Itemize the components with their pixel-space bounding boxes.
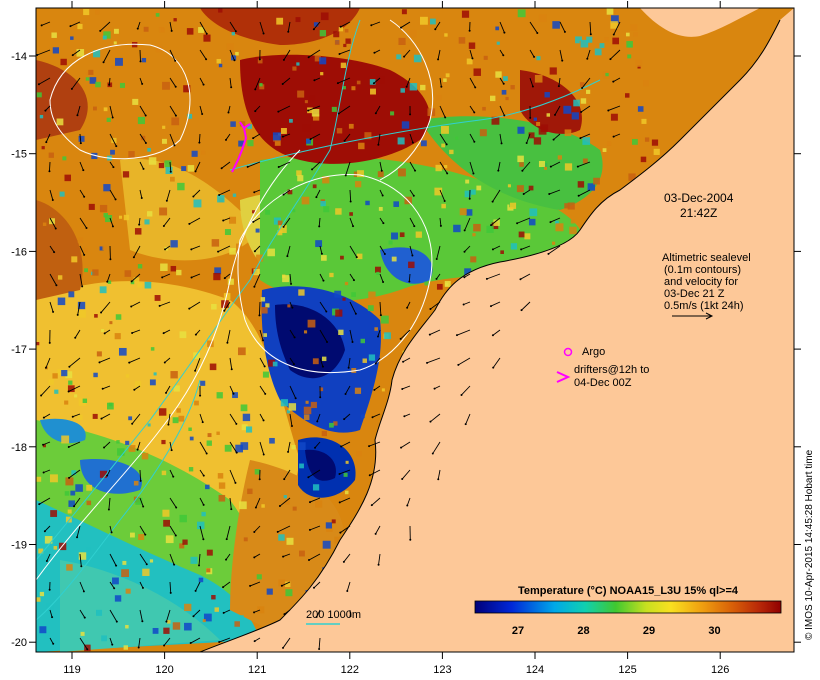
map-plot-area xyxy=(36,8,794,652)
altimetry-legend-line1: Altimetric sealevel xyxy=(662,252,751,264)
longitude-tick-label: 124 xyxy=(526,664,544,676)
altimetry-legend-line3: and velocity for xyxy=(664,276,738,288)
colorbar-tick-label: 29 xyxy=(643,625,655,637)
longitude-axis: 119 120 121 122 123 124 125 126 xyxy=(63,1,729,676)
longitude-tick-label: 120 xyxy=(155,664,173,676)
sst-cold-navy-core xyxy=(305,449,336,481)
altimetry-legend-line2: (0.1m contours) xyxy=(664,264,741,276)
colorbar-title: Temperature (°C) NOAA15_L3U 15% ql>=4 xyxy=(518,585,739,597)
map-frame xyxy=(35,7,795,653)
sst-blue-patch xyxy=(40,418,86,444)
sealevel-contour xyxy=(36,149,301,581)
land-peninsula xyxy=(468,336,506,400)
land-mass xyxy=(200,8,794,652)
latitude-axis: -14 -15 -16 -17 -18 -19 -20 xyxy=(11,51,801,649)
drifter-arrow-icon xyxy=(239,121,251,129)
longitude-tick-label: 122 xyxy=(341,664,359,676)
velocity-arrows xyxy=(36,21,621,651)
credit-text: © IMOS 10-Apr-2015 14:45:28 Hobart time xyxy=(804,449,815,640)
isobath-legend-label: 200 1000m xyxy=(306,609,361,621)
longitude-tick-label: 126 xyxy=(711,664,729,676)
sealevel-contour xyxy=(49,43,191,160)
sealevel-contour xyxy=(237,173,433,374)
drifters-legend-line2: 04-Dec 00Z xyxy=(574,377,632,389)
sst-orange-region xyxy=(36,200,83,300)
date-label: 03-Dec-2004 xyxy=(664,191,734,205)
colorbar-tick-label: 30 xyxy=(708,625,720,637)
latitude-tick-label: -14 xyxy=(11,51,27,63)
latitude-tick-label: -17 xyxy=(11,344,27,356)
land-mass xyxy=(640,8,760,37)
sst-green-band xyxy=(420,116,603,210)
latitude-tick-label: -20 xyxy=(11,637,27,649)
altimetry-legend-line4: 03-Dec 21 Z xyxy=(664,288,725,300)
colorbar-ticks: 27 28 29 30 xyxy=(512,625,721,637)
velocity-scale-arrow-icon xyxy=(672,312,714,320)
longitude-tick-label: 125 xyxy=(618,664,636,676)
sst-cold-navy-core xyxy=(275,304,345,379)
longitude-tick-label: 121 xyxy=(248,664,266,676)
drifter-legend-icon xyxy=(556,371,571,383)
sst-blue-patch xyxy=(380,247,433,284)
latitude-tick-label: -19 xyxy=(11,540,27,552)
drifter-track xyxy=(231,127,248,173)
longitude-tick-label: 123 xyxy=(433,664,451,676)
sst-hot-red-region xyxy=(36,60,88,140)
sst-blue-patch xyxy=(80,459,142,494)
colorbar xyxy=(474,600,782,614)
latitude-tick-label: -15 xyxy=(11,149,27,161)
latitude-tick-label: -18 xyxy=(11,442,27,454)
argo-label: Argo xyxy=(582,346,605,358)
isobath-1000m xyxy=(36,379,201,621)
altimetry-legend-line5: 0.5m/s (1kt 24h) xyxy=(664,300,743,312)
coastline xyxy=(199,19,781,652)
time-label: 21:42Z xyxy=(680,206,717,220)
isobath-200m xyxy=(229,79,601,171)
latitude-tick-label: -16 xyxy=(11,246,27,258)
colorbar-tick-label: 28 xyxy=(577,625,589,637)
longitude-tick-label: 119 xyxy=(63,664,81,676)
colorbar-tick-label: 27 xyxy=(512,625,524,637)
drifters-legend-line1: drifters@12h to xyxy=(574,364,649,376)
sealevel-contour xyxy=(379,19,434,181)
argo-marker-icon xyxy=(563,347,573,357)
